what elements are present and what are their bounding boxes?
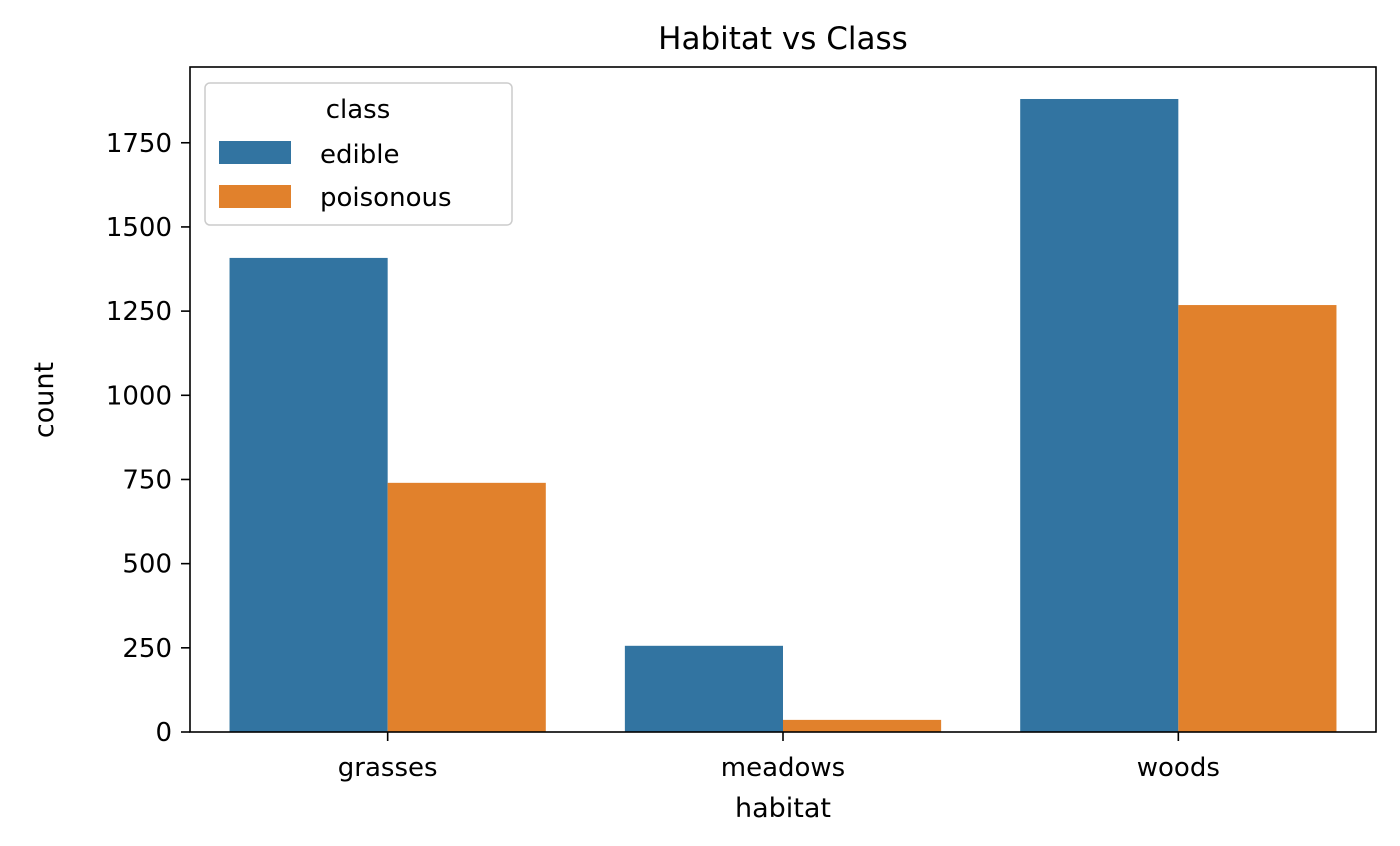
plot-frame (189, 66, 1377, 733)
y-axis-label: count (29, 362, 60, 438)
y-tick-label: 1500 (106, 213, 172, 243)
y-tick-label: 750 (122, 465, 172, 495)
bar-woods-edible (1020, 98, 1179, 732)
bar-grasses-edible (229, 257, 388, 732)
chart-title: Habitat vs Class (658, 21, 908, 57)
x-tick-label-woods: woods (1137, 753, 1220, 783)
legend-label-edible: edible (320, 140, 399, 170)
x-axis: grasses meadows woods (338, 732, 1220, 783)
legend: class edible poisonous (204, 82, 513, 226)
bars-layer (229, 98, 1337, 732)
x-tick-label-meadows: meadows (721, 753, 845, 783)
y-tick-label: 500 (122, 550, 172, 580)
y-tick-label: 0 (155, 718, 172, 748)
x-axis-label: habitat (735, 793, 831, 824)
y-tick-label: 1750 (106, 129, 172, 159)
bar-woods-poisonous (1178, 305, 1337, 732)
legend-title: class (326, 95, 391, 125)
y-tick-label: 1000 (106, 381, 172, 411)
x-tick-label-grasses: grasses (338, 753, 438, 783)
y-tick-label: 1250 (106, 297, 172, 327)
bar-grasses-poisonous (387, 482, 546, 732)
y-axis: 0 250 500 750 1000 1250 1500 1750 (106, 129, 190, 748)
legend-label-poisonous: poisonous (320, 183, 452, 213)
legend-swatch-edible (219, 141, 291, 164)
bar-meadows-poisonous (783, 719, 942, 732)
legend-swatch-poisonous (219, 185, 291, 208)
y-tick-label: 250 (122, 634, 172, 664)
bar-meadows-edible (624, 645, 783, 732)
